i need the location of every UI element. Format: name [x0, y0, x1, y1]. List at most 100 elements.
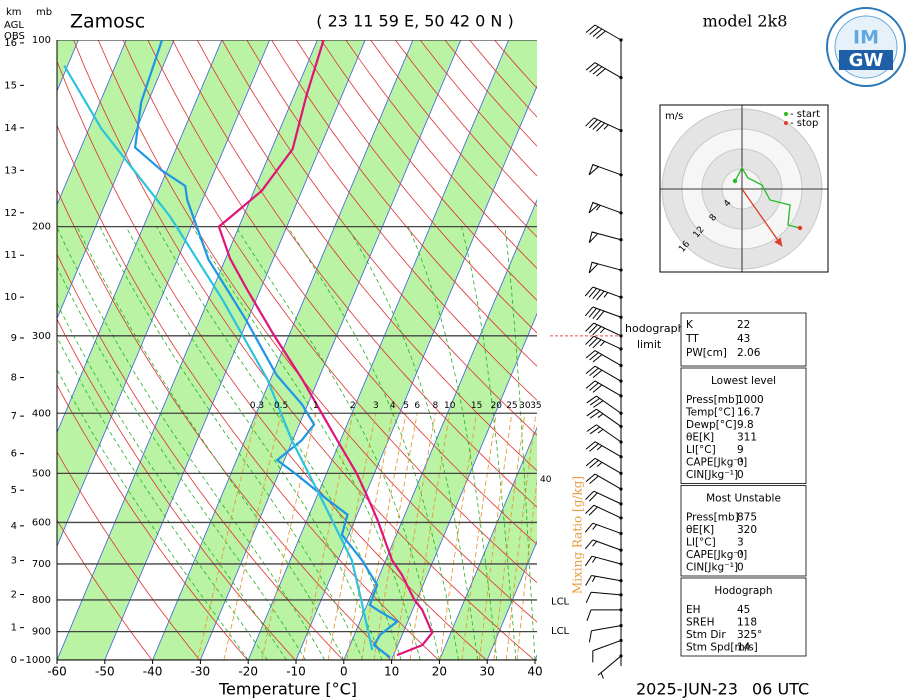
legend-start-dot [784, 112, 788, 116]
mixing-ratio-label: 40 [540, 475, 552, 485]
wind-barb [585, 591, 592, 604]
dry-adiabat [57, 318, 296, 660]
isotherm [104, 40, 366, 660]
index-label: Press[mb] [686, 512, 739, 524]
dry-adiabat [57, 188, 392, 660]
mixing-ratio-label: 35 [530, 401, 541, 411]
index-value: 3 [737, 537, 744, 549]
x-tick-label: 40 [527, 665, 542, 679]
km-tick-label: 3 [11, 556, 17, 567]
wind-staff [593, 322, 622, 337]
x-tick-label: -10 [286, 665, 306, 679]
dry-adiabat [57, 253, 344, 660]
wind-half-barb [599, 341, 606, 347]
index-value: 22 [737, 319, 750, 331]
isotherm [486, 540, 537, 660]
mixing-ratio-label: 1 [313, 401, 319, 411]
isotherm [247, 40, 509, 660]
index-value: 43 [737, 333, 750, 345]
y-tick-label: 700 [32, 559, 51, 570]
dry-adiabat [295, 40, 537, 334]
index-value: 14 [737, 642, 751, 654]
wind-barb [584, 522, 594, 533]
wind-staff [593, 490, 622, 505]
wind-staff [593, 335, 622, 350]
x-tick-label: -40 [143, 665, 163, 679]
km-tick-label: 12 [4, 208, 17, 219]
lcl-label: LCL [551, 626, 570, 637]
km-tick-label: 11 [4, 250, 17, 261]
x-tick-label: -50 [95, 665, 115, 679]
wind-staff [593, 504, 622, 519]
wind-staff [594, 350, 622, 366]
km-tick-label: 4 [11, 521, 17, 532]
profile-line [217, 40, 434, 657]
wind-barb [588, 337, 598, 347]
index-value: 0 [737, 469, 744, 481]
wind-barb [585, 441, 596, 450]
mixing-ratio-label: 15 [471, 401, 482, 411]
index-label: CAPE[Jkg⁻¹] [686, 457, 747, 469]
wind-barb [589, 64, 599, 73]
wind-pennant [588, 201, 600, 214]
wind-staff [594, 457, 622, 474]
mixing-ratio-label: 4 [390, 401, 396, 411]
index-value: 16.7 [737, 407, 760, 419]
wind-barb [585, 575, 592, 586]
y-tick-label: 900 [32, 627, 51, 638]
wind-barb [586, 408, 597, 417]
dry-adiabat [122, 40, 537, 584]
profile-line [133, 40, 400, 659]
index-label: EH [686, 604, 701, 616]
wind-staff [592, 639, 622, 652]
hodograph-limit-label: limit [637, 338, 662, 351]
y-tick-label: 500 [32, 468, 51, 479]
y-tick-label: 200 [32, 222, 51, 233]
hodograph-ring-label: 4 [722, 198, 734, 209]
km-tick-label: 7 [11, 411, 17, 422]
index-value: 875 [737, 512, 757, 524]
isotherm-band [248, 40, 537, 660]
dry-adiabat [196, 40, 537, 472]
index-label: K [686, 319, 694, 331]
wind-staff [594, 62, 622, 79]
mixing-ratio-label: 20 [491, 401, 503, 411]
legend-start: - start [790, 109, 820, 120]
index-label: Temp[°C] [685, 407, 735, 419]
dry-adiabat [271, 40, 537, 367]
y-tick-label: 300 [32, 331, 51, 342]
wind-barb [589, 397, 600, 406]
index-value: 118 [737, 617, 757, 629]
km-tick-label: 13 [4, 165, 17, 176]
wind-barb [592, 309, 601, 320]
wind-half-barb [592, 524, 597, 530]
logo-text: IM [853, 27, 879, 49]
wind-barb [588, 630, 592, 643]
hodograph-limit-label: hodograph [625, 322, 685, 335]
wind-staff [594, 24, 622, 41]
legend-stop-dot [784, 121, 788, 125]
chart-title: Zamosc [70, 11, 145, 33]
storm-motion [741, 188, 783, 247]
wind-staff [592, 539, 622, 551]
wind-barb [589, 459, 599, 469]
date: 2025-JUN-23 [636, 680, 738, 699]
km-ref: AGL [4, 20, 24, 31]
wind-half-barb [597, 413, 604, 418]
wind-staff [594, 441, 622, 458]
index-value: 311 [737, 432, 757, 444]
dry-adiabat [57, 124, 439, 660]
wind-barb [588, 308, 597, 318]
wind-half-barb [600, 672, 604, 679]
index-label: CIN[Jkg⁻¹] [686, 469, 738, 481]
wind-half-barb [596, 204, 601, 211]
km-tick-label: 1 [11, 623, 17, 634]
mixing-ratio-label: 0.3 [250, 401, 264, 411]
wind-staff [596, 424, 622, 443]
index-label: LI[°C] [686, 537, 716, 549]
moist-adiabat [461, 226, 517, 660]
wind-barb [589, 411, 600, 419]
wind-barb [585, 62, 596, 71]
index-label: TT [685, 333, 699, 345]
lcl-label: LCL [551, 597, 570, 608]
